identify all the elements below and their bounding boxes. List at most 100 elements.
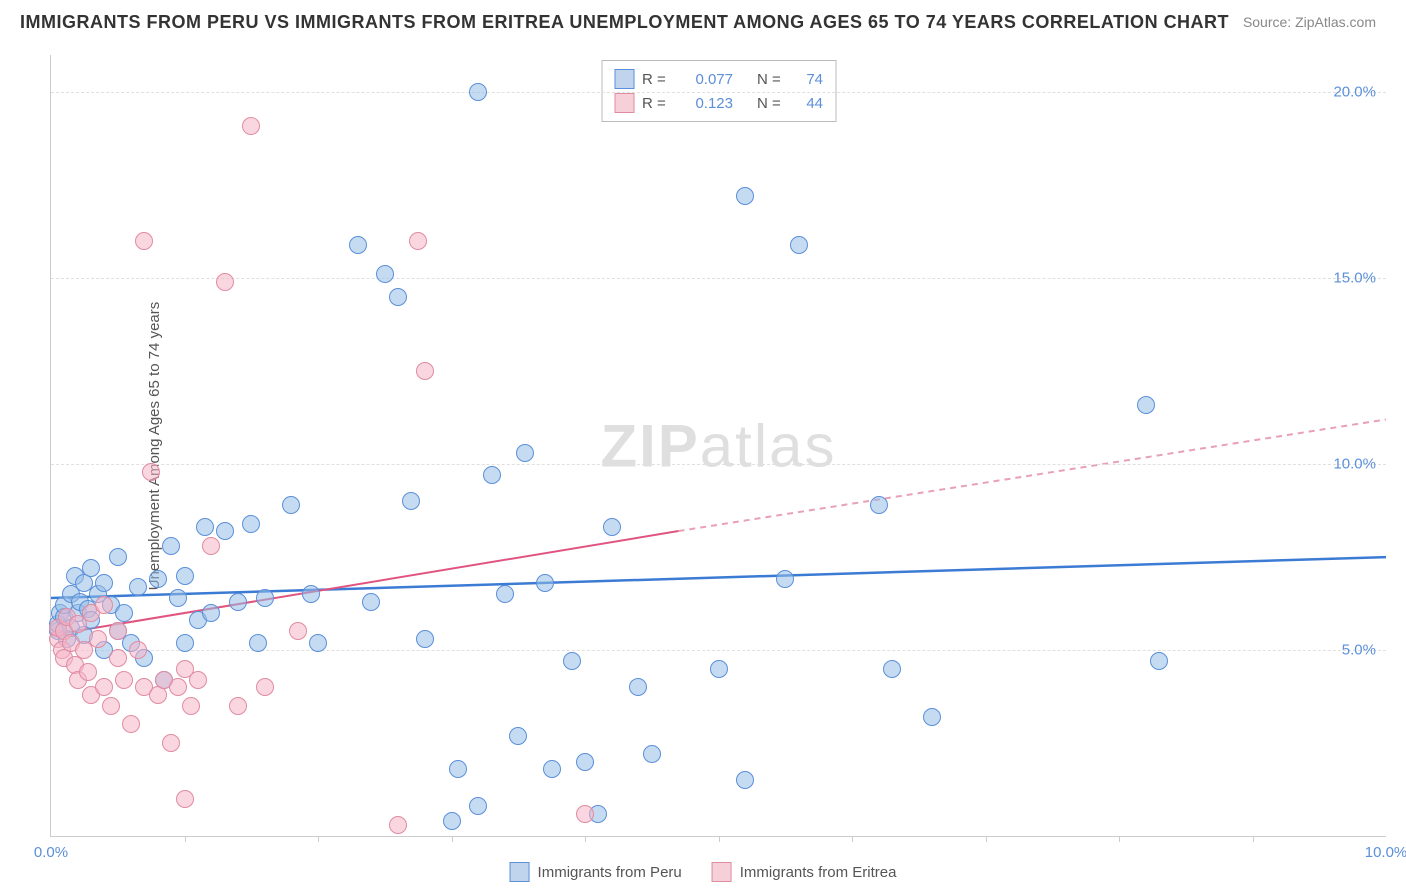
data-point: [95, 596, 113, 614]
data-point: [182, 697, 200, 715]
y-tick-label: 15.0%: [1333, 270, 1376, 287]
data-point: [149, 570, 167, 588]
data-point: [129, 578, 147, 596]
x-tick-mark: [1119, 836, 1120, 842]
series-legend: Immigrants from Peru Immigrants from Eri…: [510, 862, 897, 882]
data-point: [95, 574, 113, 592]
data-point: [135, 232, 153, 250]
x-tick-mark: [585, 836, 586, 842]
data-point: [176, 567, 194, 585]
legend-row-eritrea: R = 0.123 N = 44: [614, 91, 823, 115]
trend-line-solid: [51, 557, 1386, 598]
trend-line-dashed: [678, 419, 1386, 531]
data-point: [790, 236, 808, 254]
data-point: [389, 816, 407, 834]
r-value-eritrea: 0.123: [678, 95, 733, 112]
data-point: [196, 518, 214, 536]
data-point: [883, 660, 901, 678]
n-value-eritrea: 44: [793, 95, 823, 112]
x-tick-mark: [318, 836, 319, 842]
data-point: [483, 466, 501, 484]
data-point: [229, 593, 247, 611]
x-tick-mark: [852, 836, 853, 842]
data-point: [389, 288, 407, 306]
data-point: [736, 187, 754, 205]
chart-container: IMMIGRANTS FROM PERU VS IMMIGRANTS FROM …: [0, 0, 1406, 892]
n-label: N =: [757, 95, 785, 112]
x-tick-mark: [185, 836, 186, 842]
swatch-pink-icon: [614, 93, 634, 113]
x-tick-mark: [1253, 836, 1254, 842]
y-tick-label: 20.0%: [1333, 84, 1376, 101]
gridline: [51, 92, 1386, 93]
data-point: [376, 265, 394, 283]
data-point: [256, 678, 274, 696]
data-point: [102, 697, 120, 715]
x-tick-mark: [719, 836, 720, 842]
chart-title: IMMIGRANTS FROM PERU VS IMMIGRANTS FROM …: [20, 12, 1229, 33]
data-point: [242, 117, 260, 135]
correlation-legend: R = 0.077 N = 74 R = 0.123 N = 44: [601, 60, 836, 122]
data-point: [576, 805, 594, 823]
data-point: [129, 641, 147, 659]
data-point: [249, 634, 267, 652]
data-point: [416, 630, 434, 648]
swatch-blue-icon: [510, 862, 530, 882]
x-tick-mark: [452, 836, 453, 842]
data-point: [142, 463, 160, 481]
source-attribution: Source: ZipAtlas.com: [1243, 14, 1376, 30]
data-point: [469, 797, 487, 815]
watermark: ZIPatlas: [600, 411, 836, 480]
watermark-zip: ZIP: [600, 412, 699, 479]
watermark-atlas: atlas: [700, 412, 837, 479]
data-point: [710, 660, 728, 678]
data-point: [79, 663, 97, 681]
data-point: [443, 812, 461, 830]
data-point: [402, 492, 420, 510]
data-point: [282, 496, 300, 514]
data-point: [115, 604, 133, 622]
x-tick-mark: [986, 836, 987, 842]
legend-row-peru: R = 0.077 N = 74: [614, 67, 823, 91]
data-point: [923, 708, 941, 726]
data-point: [496, 585, 514, 603]
legend-item-eritrea: Immigrants from Eritrea: [712, 862, 897, 882]
data-point: [169, 589, 187, 607]
x-tick-label: 0.0%: [34, 844, 68, 861]
y-tick-label: 10.0%: [1333, 456, 1376, 473]
data-point: [349, 236, 367, 254]
data-point: [176, 790, 194, 808]
legend-item-peru: Immigrants from Peru: [510, 862, 682, 882]
data-point: [109, 649, 127, 667]
data-point: [416, 362, 434, 380]
r-label: R =: [642, 95, 670, 112]
data-point: [202, 604, 220, 622]
source-link[interactable]: ZipAtlas.com: [1295, 14, 1376, 30]
x-tick-label: 10.0%: [1365, 844, 1406, 861]
n-label: N =: [757, 71, 785, 88]
data-point: [256, 589, 274, 607]
data-point: [216, 522, 234, 540]
data-point: [242, 515, 260, 533]
r-label: R =: [642, 71, 670, 88]
data-point: [202, 537, 220, 555]
data-point: [309, 634, 327, 652]
data-point: [176, 634, 194, 652]
data-point: [162, 734, 180, 752]
gridline: [51, 464, 1386, 465]
source-label: Source:: [1243, 14, 1291, 30]
data-point: [543, 760, 561, 778]
data-point: [563, 652, 581, 670]
data-point: [409, 232, 427, 250]
data-point: [302, 585, 320, 603]
data-point: [1150, 652, 1168, 670]
gridline: [51, 650, 1386, 651]
data-point: [776, 570, 794, 588]
data-point: [115, 671, 133, 689]
data-point: [629, 678, 647, 696]
data-point: [736, 771, 754, 789]
data-point: [216, 273, 234, 291]
data-point: [516, 444, 534, 462]
data-point: [122, 715, 140, 733]
data-point: [449, 760, 467, 778]
